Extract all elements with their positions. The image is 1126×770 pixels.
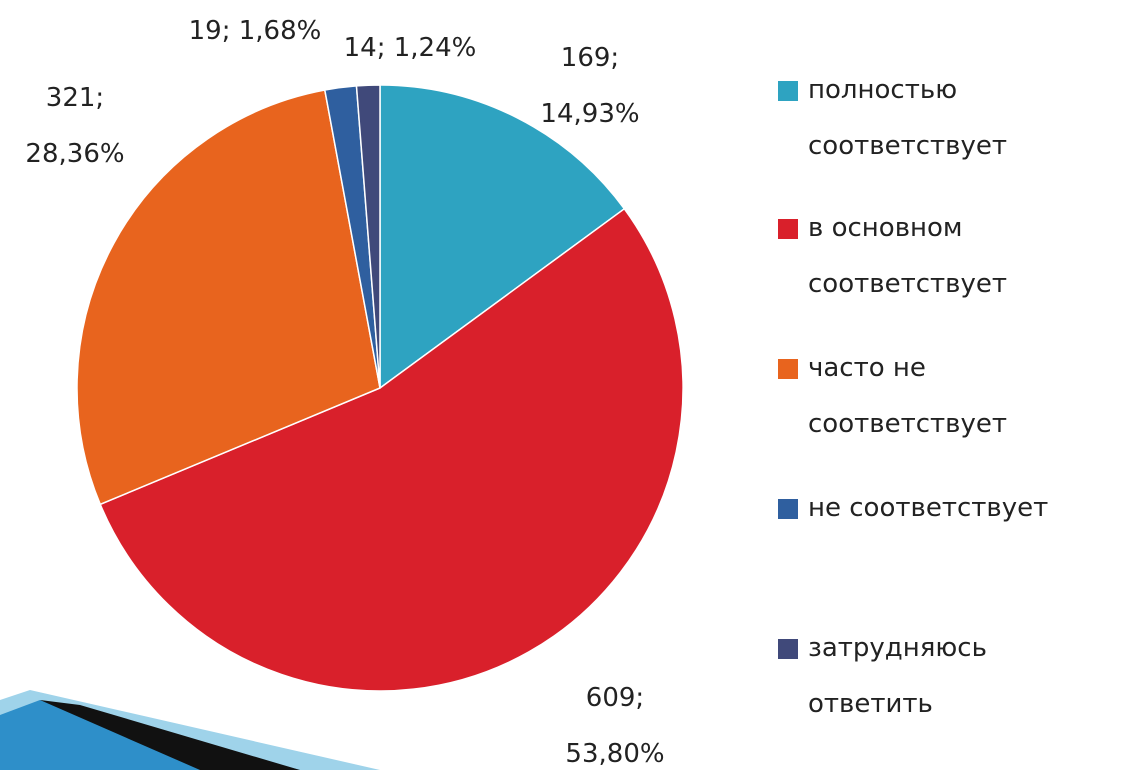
data-label: 609; 53,80% xyxy=(565,683,665,769)
legend-label: не соответствует xyxy=(808,493,1049,523)
legend-swatch xyxy=(778,219,798,239)
data-label: 14; 1,24% xyxy=(343,33,477,63)
legend-label: затрудняюсь ответить xyxy=(808,633,987,719)
pie xyxy=(76,84,684,692)
legend-swatch xyxy=(778,81,798,101)
data-label: 321; 28,36% xyxy=(25,83,125,169)
data-label: 19; 1,68% xyxy=(188,16,322,46)
legend-entry: часто не соответствует xyxy=(778,340,1118,452)
pie-slice xyxy=(355,84,381,389)
legend-label: полностью соответствует xyxy=(808,75,1008,161)
pie-slice xyxy=(99,207,684,692)
legend-entry: полностью соответствует xyxy=(778,62,1118,174)
legend-label: часто не соответствует xyxy=(808,353,1008,439)
legend-swatch xyxy=(778,359,798,379)
legend-label: в основном соответствует xyxy=(808,213,1008,299)
legend-swatch xyxy=(778,499,798,519)
pie-slice xyxy=(379,84,626,390)
legend-entry: затрудняюсь ответить xyxy=(778,620,1118,732)
legend-entry: в основном соответствует xyxy=(778,200,1118,312)
legend-entry: не соответствует xyxy=(778,480,1118,536)
decoration xyxy=(40,700,300,770)
pie-slice xyxy=(76,89,381,506)
legend-swatch xyxy=(778,639,798,659)
data-label: 169; 14,93% xyxy=(540,43,640,129)
